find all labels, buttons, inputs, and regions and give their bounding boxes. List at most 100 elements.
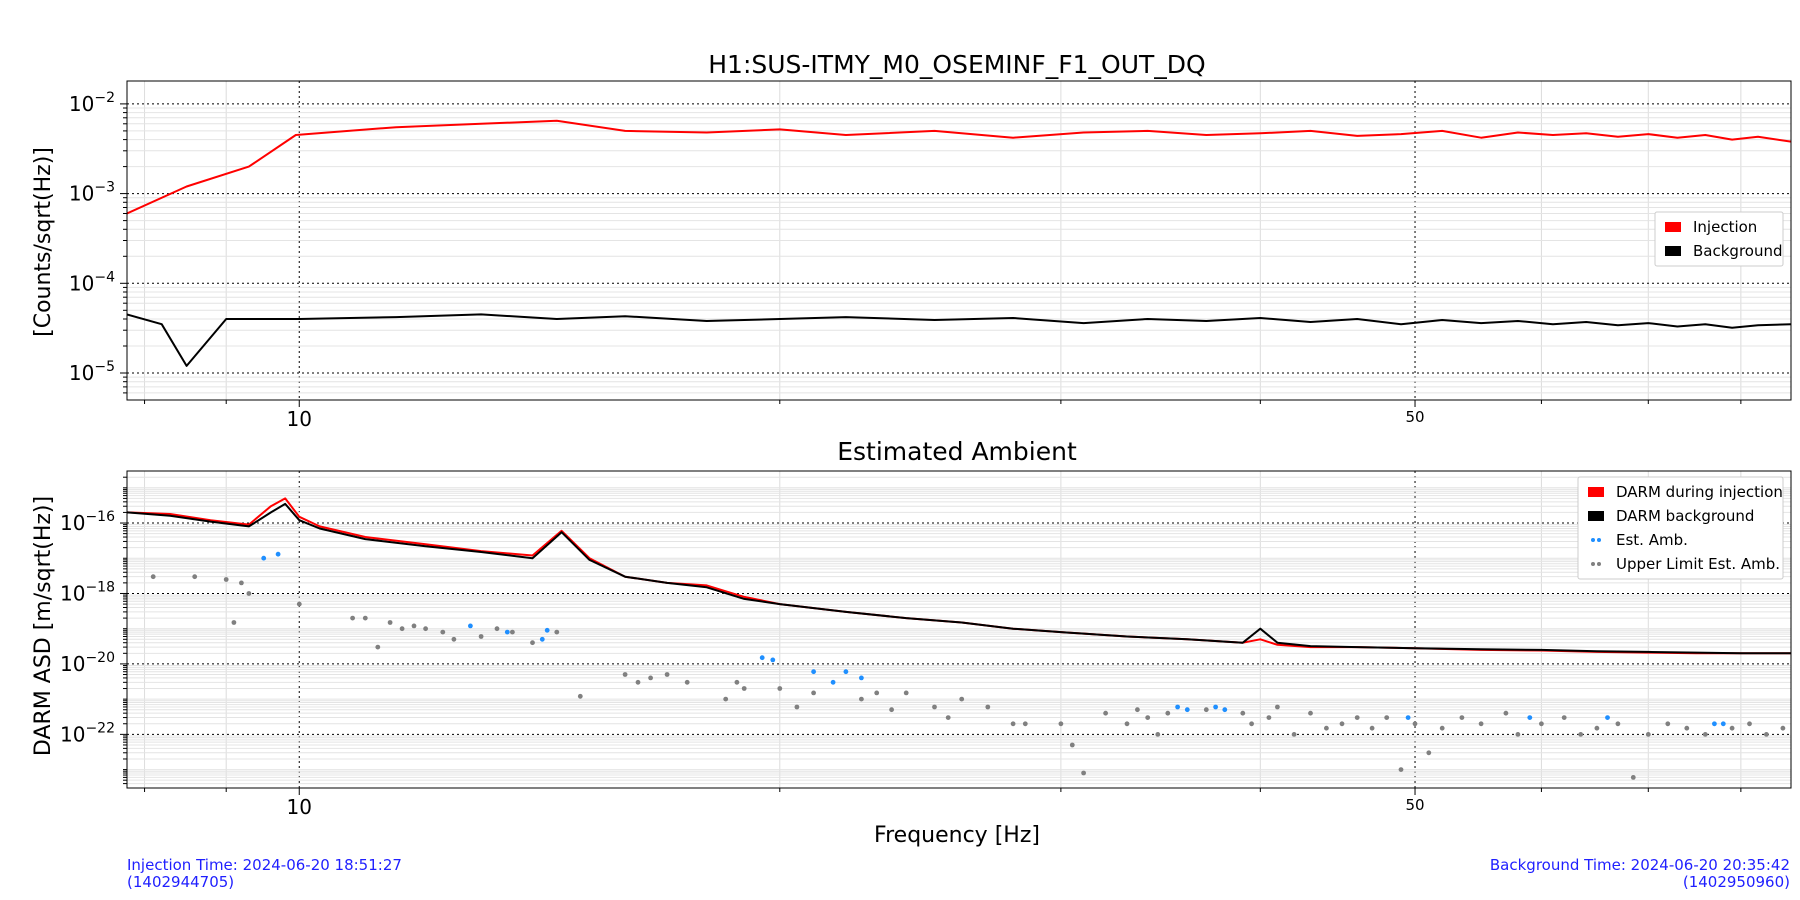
series-point (1213, 704, 1218, 710)
series-point (648, 675, 653, 681)
series-point (1780, 725, 1786, 731)
series-point (387, 620, 393, 625)
series-point (150, 574, 156, 580)
series-point (1249, 721, 1254, 727)
series-point (1764, 732, 1769, 737)
series-point (1439, 725, 1445, 731)
series-point (1539, 721, 1544, 727)
series-point (1339, 721, 1345, 727)
legend-swatch (1665, 246, 1681, 256)
series-point (510, 629, 515, 635)
series-point (859, 675, 864, 681)
legend-swatch (1588, 511, 1604, 521)
series-point (959, 696, 965, 702)
y-axis-label-top: [Counts/sqrt(Hz)] (31, 147, 56, 337)
series-point (843, 669, 849, 675)
x-tick-label: 50 (1405, 408, 1424, 426)
injection-gps-time: (1402944705) (127, 873, 235, 891)
series-point (1103, 710, 1108, 716)
y-axis-label-bottom: DARM ASD [m/sqrt(Hz)] (31, 496, 56, 756)
legend-label: Upper Limit Est. Amb. (1616, 555, 1780, 573)
injection-time-label: Injection Time: 2024-06-20 18:51:27 (127, 856, 402, 874)
series-point (1426, 750, 1432, 756)
series-point (1712, 721, 1717, 727)
series-point (1398, 767, 1404, 772)
series-point (296, 601, 302, 607)
series-point (494, 626, 500, 632)
series-point (223, 577, 229, 582)
series-point (362, 615, 368, 621)
series-point (684, 679, 690, 685)
series-point (777, 686, 783, 691)
series-point (741, 686, 747, 691)
series-point (1124, 721, 1130, 727)
series-point (903, 690, 909, 696)
series-point (1561, 715, 1567, 720)
chart-title-top: H1:SUS-ITMY_M0_OSEMINF_F1_OUT_DQ (708, 50, 1205, 79)
legend-marker (1591, 562, 1595, 566)
series-point (1729, 725, 1735, 731)
series-point (231, 620, 237, 625)
series-point (375, 644, 381, 650)
series-point (1605, 715, 1610, 720)
y-tick-label: 10−4 (69, 269, 115, 295)
series-point (1222, 707, 1228, 713)
series-line (127, 313, 1791, 367)
series-point (1594, 725, 1600, 731)
legend-swatch (1665, 222, 1681, 232)
series-point (1324, 725, 1329, 731)
plot-frame (126, 470, 1792, 789)
series-line (127, 119, 1791, 215)
series-point (1578, 732, 1584, 737)
y-tick-label: 10−2 (69, 90, 115, 116)
series-point (1291, 732, 1297, 737)
series-point (622, 672, 628, 677)
chart-bottom: Estimated Ambient DARM ASD [m/sqrt(Hz)] … (31, 437, 1792, 848)
series-point (734, 679, 740, 685)
series-point (1145, 715, 1151, 720)
series-point (1527, 715, 1533, 720)
series-point (1058, 721, 1064, 727)
legend-marker (1591, 538, 1595, 542)
series-point (1175, 704, 1180, 710)
series-point (504, 629, 510, 635)
series-point (811, 690, 816, 696)
legend-marker (1597, 538, 1601, 542)
series-point (889, 707, 894, 713)
series-point (759, 655, 765, 661)
series-point (1503, 710, 1509, 716)
series-point (451, 636, 457, 642)
series-point (1747, 721, 1752, 727)
series-point (1702, 732, 1708, 737)
series-point (468, 623, 473, 629)
series-point (239, 580, 244, 586)
series-point (539, 636, 545, 642)
series-point (1275, 704, 1280, 710)
series-point (874, 690, 880, 696)
background-gps-time: (1402950960) (1682, 873, 1790, 891)
legend-label: Injection (1693, 218, 1757, 236)
series-point (1405, 715, 1411, 720)
x-tick-label: 10 (287, 407, 312, 431)
series-point (770, 657, 776, 663)
series-point (1165, 710, 1171, 716)
series-point (399, 626, 405, 632)
legend-box (1654, 211, 1784, 267)
series-point (1155, 732, 1161, 737)
series-point (440, 629, 446, 635)
series-point (1412, 721, 1418, 727)
legend-marker (1597, 562, 1601, 566)
series-point (723, 696, 729, 702)
y-tick-label: 10−20 (60, 650, 115, 676)
plot-area-bottom: 10 50 10−22 10−20 10−18 10−16 DARM during inje… (60, 470, 1792, 819)
legend-label: DARM background (1616, 507, 1754, 525)
series-point (1369, 725, 1375, 731)
series-point (1081, 770, 1086, 776)
series-point (859, 696, 864, 702)
series-point (530, 640, 535, 646)
series-point (554, 629, 560, 635)
legend-label: Background (1693, 242, 1783, 260)
background-time-label: Background Time: 2024-06-20 20:35:42 (1489, 856, 1790, 874)
series-point (1266, 715, 1272, 720)
